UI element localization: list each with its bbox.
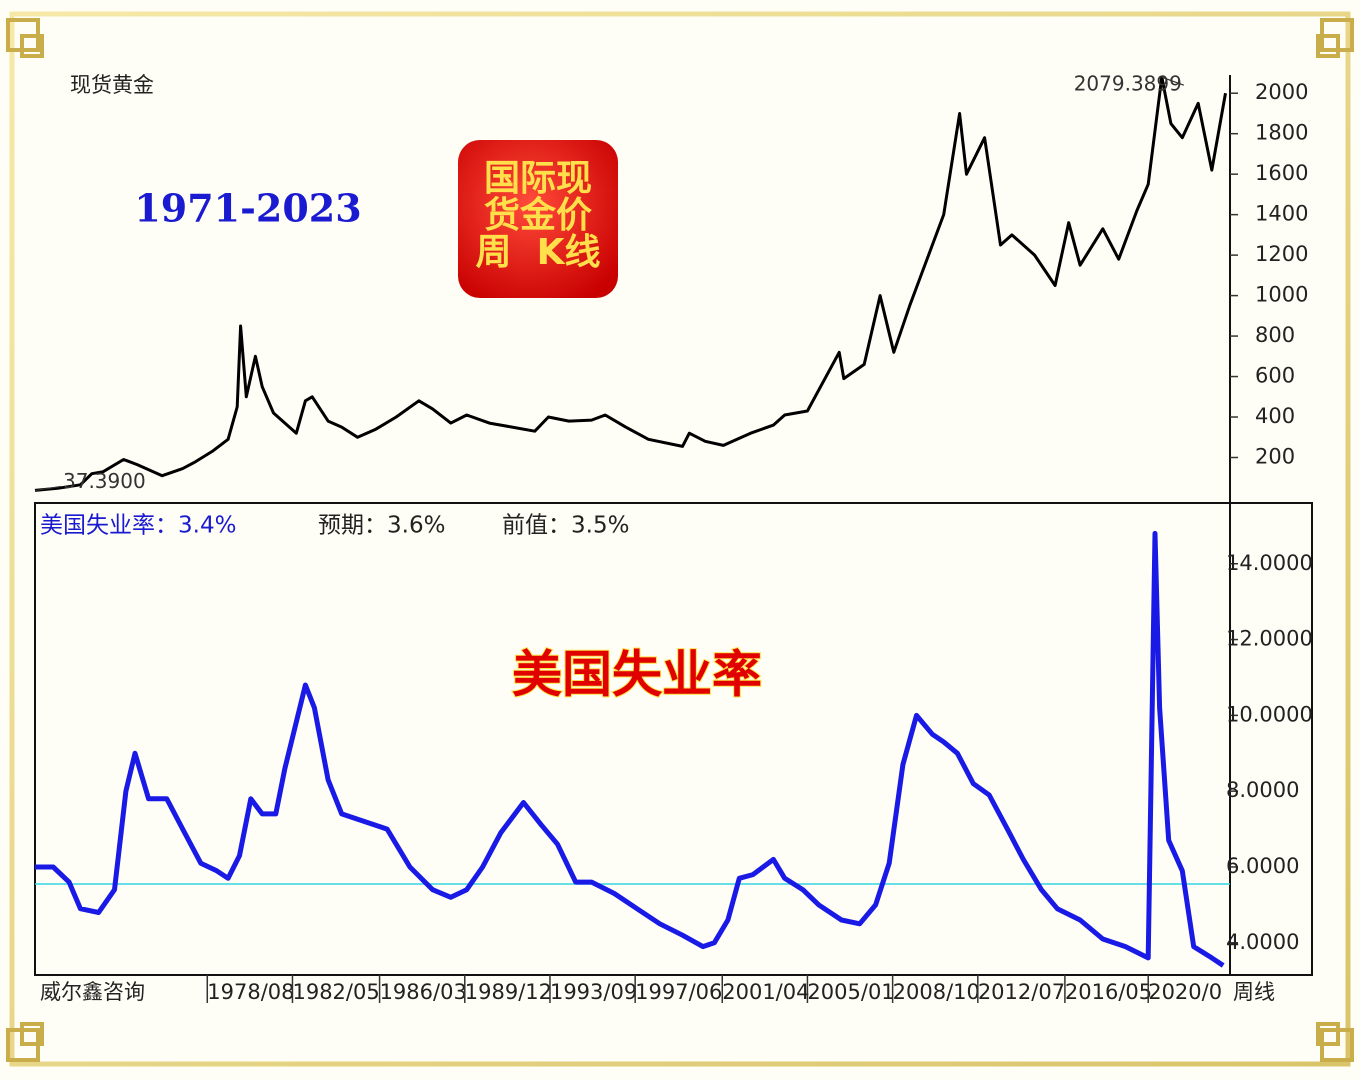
y-tick-label: 600 (1255, 364, 1295, 388)
y-tick-label: 1600 (1255, 161, 1308, 185)
value-label-arrow (1161, 76, 1185, 86)
badge-text: 国际现 (484, 158, 592, 199)
x-tick-label: 1982/05 (292, 980, 379, 1004)
header-previous: 前值：3.5% (502, 513, 629, 539)
y-tick-label: 1000 (1255, 283, 1308, 307)
x-tick-label: 2016/05 (1065, 980, 1152, 1004)
y-tick-label: 14.0000 (1226, 551, 1313, 575)
y-tick-label: 8.0000 (1226, 778, 1299, 802)
x-tick-label: 1978/08 (207, 980, 294, 1004)
x-tick-label: 1986/03 (380, 980, 467, 1004)
badge-text: 周 K线 (476, 232, 601, 273)
data-line (34, 75, 1227, 492)
data-line (35, 530, 1225, 968)
badge-label: 美国失业率 (512, 646, 762, 704)
y-tick-label: 800 (1255, 323, 1295, 347)
x-tick-label: 2008/10 (893, 980, 980, 1004)
value-label: 37.3900 (63, 469, 146, 493)
y-tick-label: 1800 (1255, 121, 1308, 145)
x-tick-label: 1993/09 (550, 980, 637, 1004)
y-tick-label: 4.0000 (1226, 930, 1299, 954)
header-forecast: 预期：3.6% (318, 513, 445, 539)
y-tick-label: 1400 (1255, 202, 1308, 226)
y-tick-label: 6.0000 (1226, 854, 1299, 878)
annotation: 1971-2023 (134, 186, 361, 231)
corner-ornaments (6, 18, 1354, 1062)
x-tick-label: 2001/04 (722, 980, 809, 1004)
y-tick-label: 2000 (1255, 80, 1308, 104)
y-tick-label: 1200 (1255, 242, 1308, 266)
x-tick-label: 2020/0 (1148, 980, 1222, 1004)
x-tick-label: 2005/01 (807, 980, 894, 1004)
value-label-arrow (34, 485, 62, 492)
frame (9, 11, 1351, 1067)
x-tick-label: 1989/12 (465, 980, 552, 1004)
y-tick-label: 10.0000 (1226, 702, 1313, 726)
x-tick-label: 2012/07 (978, 980, 1065, 1004)
x-tick-label: 1997/06 (635, 980, 722, 1004)
y-tick-label: 200 (1255, 445, 1295, 469)
badge-text: 货金价 (484, 194, 592, 236)
value-label: 2079.3899 (1074, 72, 1182, 96)
y-tick-label: 12.0000 (1226, 627, 1313, 651)
lower-panel (34, 502, 1313, 976)
y-tick-label: 400 (1255, 404, 1295, 428)
period-label: 周线 (1233, 980, 1275, 1004)
header-current: 美国失业率：3.4% (40, 513, 236, 539)
badge-box (458, 140, 618, 298)
chart-title: 现货黄金 (70, 73, 154, 97)
watermark: 威尔鑫咨询 (40, 980, 145, 1004)
